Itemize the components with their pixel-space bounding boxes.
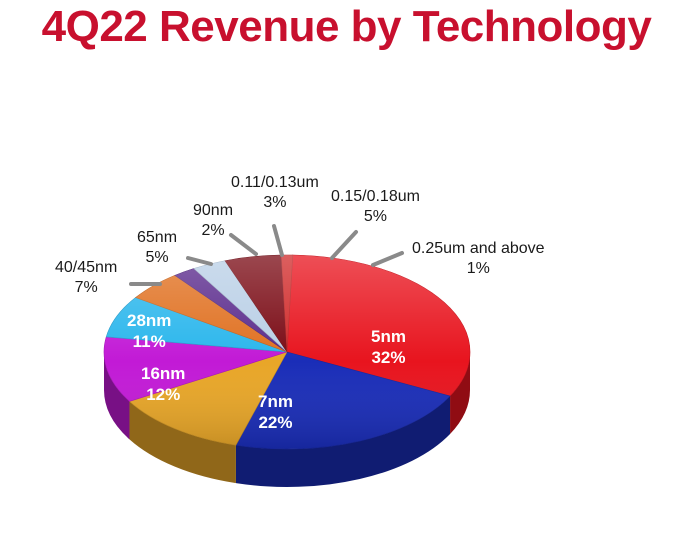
slice-value-28nm: 11% bbox=[132, 332, 166, 351]
pie-sides bbox=[104, 352, 470, 488]
slice-name-5nm: 5nm bbox=[371, 327, 406, 346]
leader-line-0-25um-and-above bbox=[371, 251, 404, 267]
leader-line-0-15-0-18um bbox=[330, 230, 358, 260]
data-label-16nm: 16nm 12% bbox=[141, 363, 185, 405]
slice-name-16nm: 16nm bbox=[141, 364, 186, 383]
leader-lines bbox=[129, 224, 404, 286]
slice-name-0-25um-and-above: 0.25um and above bbox=[412, 240, 545, 257]
data-label-40-45nm: 40/45nm 7% bbox=[55, 258, 117, 298]
pie-sheen bbox=[104, 255, 470, 449]
slice-name-0-15-0-18um: 0.15/0.18um bbox=[331, 188, 420, 205]
slice-value-0-11-0-13um: 3% bbox=[263, 194, 287, 211]
slice-name-28nm: 28nm bbox=[127, 311, 172, 330]
slice-name-65nm: 65nm bbox=[137, 229, 178, 246]
data-label-7nm: 7nm 22% bbox=[258, 391, 293, 433]
slice-name-0-11-0-13um: 0.11/0.13um bbox=[231, 174, 319, 191]
slice-value-5nm: 32% bbox=[371, 348, 406, 367]
data-label-0-11-0-13um: 0.11/0.13um 3% bbox=[231, 173, 319, 213]
data-label-90nm: 90nm 2% bbox=[193, 201, 233, 241]
slice-name-7nm: 7nm bbox=[258, 392, 293, 411]
pie-tops bbox=[103, 254, 471, 450]
slice-value-16nm: 12% bbox=[146, 385, 181, 404]
data-label-0-15-0-18um: 0.15/0.18um 5% bbox=[331, 187, 420, 227]
data-label-5nm: 5nm 32% bbox=[371, 326, 406, 368]
slice-side-5nm bbox=[450, 352, 470, 435]
slice-side-28nm bbox=[104, 352, 130, 440]
slice-name-90nm: 90nm bbox=[193, 202, 234, 219]
slice-name-40-45nm: 40/45nm bbox=[55, 259, 118, 276]
leader-line-90nm bbox=[229, 233, 258, 256]
slice-value-65nm: 5% bbox=[145, 249, 169, 266]
slice-side-7nm bbox=[235, 396, 451, 488]
leader-line-65nm bbox=[186, 256, 213, 266]
slice-value-40-45nm: 7% bbox=[74, 279, 98, 296]
slice-value-90nm: 2% bbox=[201, 222, 225, 239]
chart-title: 4Q22 Revenue by Technology bbox=[41, 2, 652, 51]
slice-value-0-25um-and-above: 1% bbox=[466, 260, 490, 277]
slice-side-16nm bbox=[129, 401, 236, 484]
data-label-0-25um-and-above: 0.25um and above 1% bbox=[412, 239, 545, 279]
leader-line-0-11-0-13um bbox=[272, 224, 284, 257]
slice-value-0-15-0-18um: 5% bbox=[363, 208, 388, 225]
slice-value-7nm: 22% bbox=[258, 413, 293, 432]
data-label-28nm: 28nm 11% bbox=[127, 310, 171, 352]
data-label-65nm: 65nm 5% bbox=[137, 228, 177, 268]
